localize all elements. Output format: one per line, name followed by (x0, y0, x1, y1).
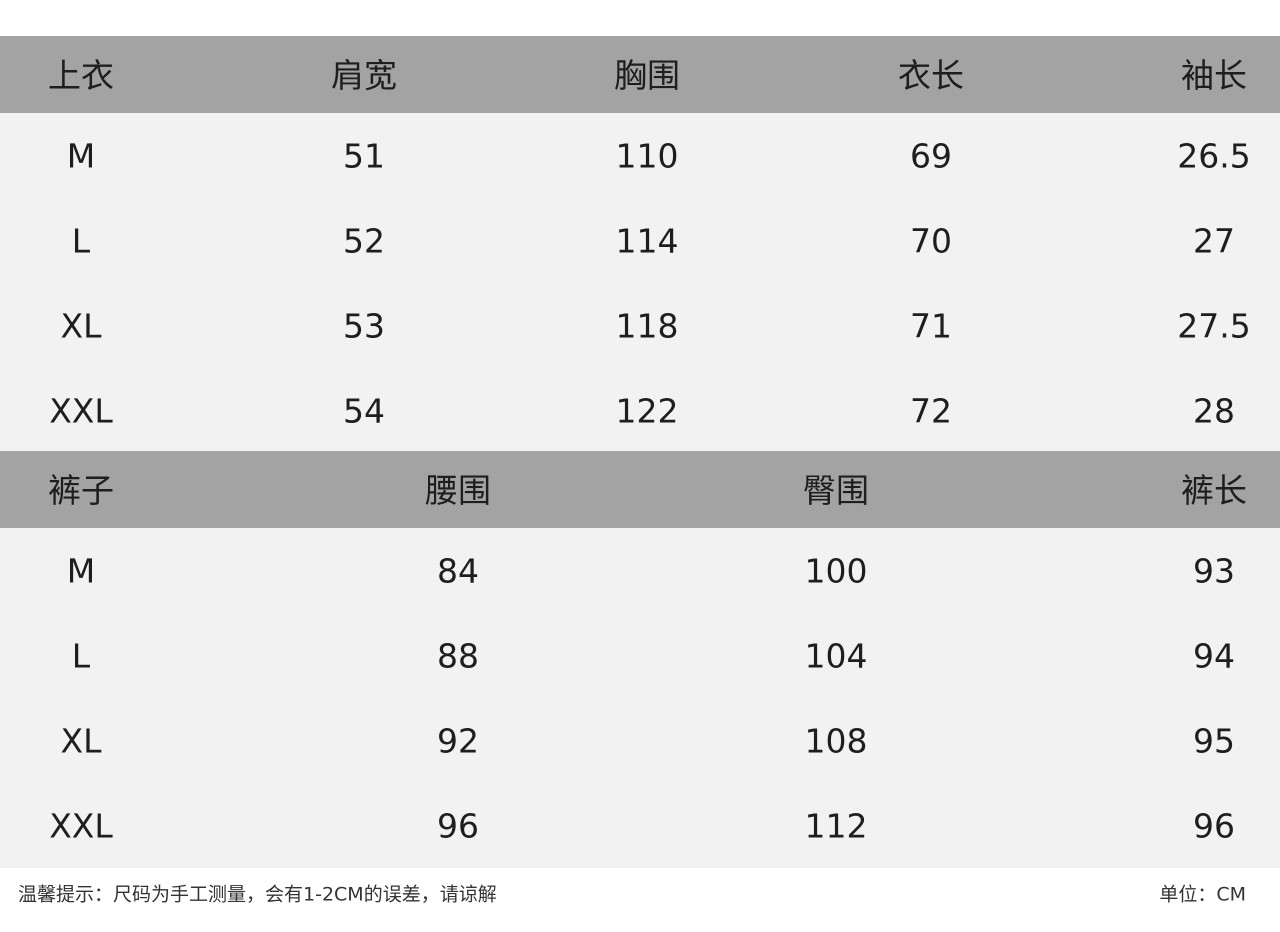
tops-value-cell: 54 (343, 391, 385, 431)
pants-value-cell: 96 (437, 806, 479, 846)
pants-header-cell: 裤长 (1181, 471, 1247, 510)
pants-value-cell: 84 (437, 551, 479, 591)
tops-header-cell: 上衣 (48, 56, 114, 95)
pants-header-cell: 臀围 (803, 471, 869, 510)
tops-header-row: 上衣 肩宽 胸围 衣长 袖长 (0, 36, 1280, 113)
pants-value-cell: 112 (804, 806, 868, 846)
tops-value-cell: 69 (910, 136, 952, 176)
pants-value-cell: 92 (437, 721, 479, 761)
tops-size-cell: M (66, 136, 96, 176)
tops-size-cell: L (71, 221, 91, 261)
tops-value-cell: 27.5 (1177, 306, 1251, 346)
tops-value-cell: 71 (910, 306, 952, 346)
tops-body: M 51 110 69 26.5 L 52 114 70 27 XL 53 118 71 27.5 XXL 54… (0, 113, 1280, 453)
measurement-note: 温馨提示：尺码为手工测量，会有1-2CM的误差，请谅解 (18, 883, 497, 906)
pants-value-cell: 108 (804, 721, 868, 761)
tops-header-cell: 袖长 (1181, 56, 1247, 95)
tops-value-cell: 118 (615, 306, 679, 346)
tops-value-cell: 28 (1193, 391, 1235, 431)
pants-value-cell: 93 (1193, 551, 1235, 591)
pants-value-cell: 104 (804, 636, 868, 676)
pants-header-cell: 裤子 (48, 471, 114, 510)
tops-value-cell: 52 (343, 221, 385, 261)
pants-header-row: 裤子 腰围 臀围 裤长 (0, 451, 1280, 528)
pants-value-cell: 95 (1193, 721, 1235, 761)
tops-header-cell: 衣长 (898, 56, 964, 95)
tops-value-cell: 114 (615, 221, 679, 261)
tops-size-cell: XL (60, 306, 102, 346)
pants-value-cell: 100 (804, 551, 868, 591)
tops-value-cell: 72 (910, 391, 952, 431)
tops-size-cell: XXL (49, 391, 113, 431)
unit-label: 单位：CM (1159, 883, 1246, 906)
tops-value-cell: 26.5 (1177, 136, 1251, 176)
pants-header-cell: 腰围 (425, 471, 491, 510)
pants-size-cell: XL (60, 721, 102, 761)
tops-value-cell: 110 (615, 136, 679, 176)
pants-size-cell: L (71, 636, 91, 676)
pants-value-cell: 88 (437, 636, 479, 676)
tops-value-cell: 53 (343, 306, 385, 346)
pants-size-cell: M (66, 551, 96, 591)
pants-size-cell: XXL (49, 806, 113, 846)
tops-value-cell: 70 (910, 221, 952, 261)
pants-body: M 84 100 93 L 88 104 94 XL 92 108 95 XXL 96 112 96 (0, 528, 1280, 868)
tops-value-cell: 27 (1193, 221, 1235, 261)
tops-header-cell: 肩宽 (331, 56, 397, 95)
tops-header-cell: 胸围 (614, 56, 680, 95)
pants-value-cell: 94 (1193, 636, 1235, 676)
pants-value-cell: 96 (1193, 806, 1235, 846)
tops-value-cell: 122 (615, 391, 679, 431)
tops-value-cell: 51 (343, 136, 385, 176)
